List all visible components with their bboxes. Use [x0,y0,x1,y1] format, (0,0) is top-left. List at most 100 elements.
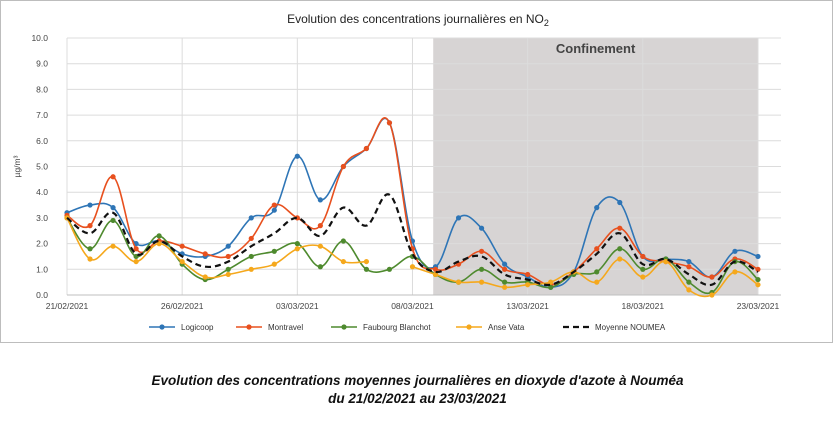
data-point-anse-vata [432,271,439,278]
y-tick-label: 4.0 [36,187,48,197]
data-point-montravel [686,264,692,270]
data-point-montravel [640,253,646,260]
data-point-montravel [110,174,116,180]
x-tick-label: 26/02/2021 [161,301,204,311]
y-tick-label: 6.0 [36,136,48,146]
data-point-anse-vata [225,271,231,278]
data-point-logicoop [294,153,300,159]
data-point-anse-vata [594,279,600,285]
data-point-faubourg-blanchot [617,246,623,252]
data-point-faubourg-blanchot [248,253,254,260]
data-point-logicoop [686,258,692,265]
y-axis-label: µg/m³ [12,155,22,177]
y-tick-label: 7.0 [36,110,48,120]
data-point-montravel [502,266,508,272]
data-point-faubourg-blanchot [594,269,600,275]
data-point-anse-vata [87,256,93,262]
data-point-faubourg-blanchot [386,266,393,272]
data-point-anse-vata [709,292,715,298]
data-point-montravel [248,235,254,242]
data-point-montravel [202,251,208,257]
data-point-faubourg-blanchot [340,238,346,244]
data-point-montravel [478,248,485,254]
data-point-anse-vata [179,258,185,265]
data-point-faubourg-blanchot [686,279,692,285]
data-point-anse-vata [202,274,208,280]
y-tick-label: 1.0 [36,264,48,274]
legend-item-anse-vata: Anse Vata [456,323,525,332]
figure-caption-line1: Evolution des concentrations moyennes jo… [151,373,684,388]
legend-marker-logicoop [159,324,165,330]
data-point-anse-vata [156,241,162,247]
data-point-faubourg-blanchot [271,248,277,254]
data-point-anse-vata [640,274,646,280]
data-point-faubourg-blanchot [225,266,231,272]
data-point-montravel [317,223,323,229]
y-tick-label: 5.0 [36,162,48,172]
x-tick-label: 23/03/2021 [737,301,780,311]
data-point-faubourg-blanchot [640,266,646,272]
x-tick-label: 08/03/2021 [391,301,434,311]
data-point-logicoop [478,225,485,231]
figure-caption-line2: du 21/02/2021 au 23/03/2021 [328,391,507,406]
data-point-logicoop [271,207,277,213]
legend-label-montravel: Montravel [268,323,303,332]
chart-title: Evolution des concentrations journalière… [287,12,549,28]
data-point-anse-vata [617,256,623,262]
data-point-logicoop [502,261,508,267]
data-point-montravel [386,120,393,126]
chart-frame: Confinement 0.0 1.0 2.0 3.0 4.0 5.0 6.0 7.0 8.0 9… [0,0,833,343]
data-point-anse-vata [317,243,323,249]
legend-item-montravel: Montravel [236,323,303,332]
series-anse-vata [64,215,761,298]
data-point-faubourg-blanchot [478,266,485,272]
legend-label-anse-vata: Anse Vata [488,323,525,332]
data-point-anse-vata [548,279,554,285]
data-point-anse-vata [663,258,669,265]
data-point-logicoop [455,215,462,221]
data-point-faubourg-blanchot [317,264,323,270]
data-point-montravel [87,223,93,229]
x-tick-label: 21/02/2021 [46,301,89,311]
confinement-label: Confinement [556,41,636,56]
data-point-faubourg-blanchot [755,276,761,283]
y-tick-label: 0.0 [36,290,48,300]
data-point-logicoop [110,205,116,211]
legend-label-moyenne-noumea: Moyenne NOUMEA [595,323,666,332]
data-point-anse-vata [525,282,531,288]
series-line-moyenne-noumea [66,193,759,287]
legend-marker-anse-vata [466,324,472,330]
no2-line-chart: Confinement 0.0 1.0 2.0 3.0 4.0 5.0 6.0 7.0 8.0 9… [12,12,781,332]
legend-label-logicoop: Logicoop [181,323,214,332]
series-moyenne-noumea [66,193,759,287]
data-point-logicoop [594,205,600,211]
data-point-montravel [133,246,139,252]
data-point-faubourg-blanchot [133,253,139,260]
data-point-logicoop [732,248,738,254]
x-tick-label: 13/03/2021 [506,301,549,311]
data-point-logicoop [225,243,231,249]
data-point-faubourg-blanchot [294,241,300,247]
data-point-logicoop [248,215,254,221]
data-point-anse-vata [755,282,761,288]
data-point-faubourg-blanchot [502,279,508,285]
data-point-anse-vata [363,258,370,265]
data-point-montravel [340,163,346,170]
legend-item-faubourg-blanchot: Faubourg Blanchot [331,323,431,332]
data-point-anse-vata [732,269,738,275]
data-point-montravel [179,243,185,249]
data-point-anse-vata [271,261,277,267]
data-point-montravel [594,246,600,252]
series-line-anse-vata [412,258,759,298]
data-point-anse-vata [110,243,116,249]
legend-marker-montravel [246,324,252,330]
legend-item-moyenne-noumea: Moyenne NOUMEA [563,323,666,332]
data-point-logicoop [617,199,623,206]
data-point-anse-vata [502,284,508,290]
data-point-anse-vata [294,246,300,252]
y-tick-label: 3.0 [36,213,48,223]
data-point-faubourg-blanchot [363,266,370,272]
data-point-anse-vata [133,258,139,265]
legend-marker-faubourg-blanchot [341,324,347,330]
data-point-logicoop [755,253,761,260]
